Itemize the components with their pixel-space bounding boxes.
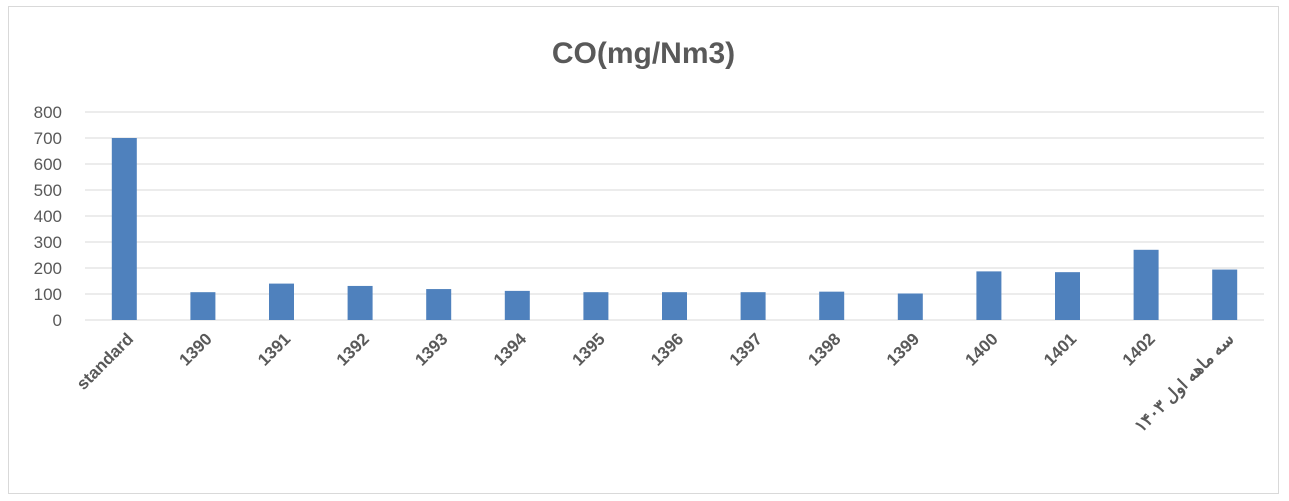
bar (976, 271, 1002, 320)
bar (269, 283, 294, 320)
bar (111, 138, 137, 320)
bar (740, 292, 766, 320)
bar (897, 293, 923, 320)
bar (426, 289, 452, 320)
y-tick-label: 500 (34, 181, 62, 200)
x-tick-label: 1394 (490, 329, 531, 370)
x-tick-label: 1391 (254, 329, 294, 369)
chart-title: CO(mg/Nm3) (551, 37, 736, 70)
y-tick-label: 100 (34, 285, 62, 304)
x-tick-label: 1401 (1040, 329, 1080, 369)
bar (583, 292, 609, 320)
bar (190, 292, 216, 320)
x-tick-label: 1398 (804, 329, 844, 369)
x-tick-label: 1390 (176, 329, 216, 369)
bar (819, 291, 845, 320)
y-tick-label: 800 (34, 103, 62, 122)
x-tick-label: standard (73, 329, 137, 393)
bar (662, 292, 687, 320)
y-tick-label: 700 (34, 129, 62, 148)
bar (1133, 249, 1159, 320)
x-tick-label: 1392 (333, 329, 373, 369)
x-tick-label: 1393 (411, 329, 451, 369)
x-tick-label: 1396 (647, 329, 687, 369)
x-tick-label: 1402 (1119, 329, 1159, 369)
y-tick-label: 300 (34, 233, 62, 252)
bar (1055, 272, 1080, 320)
x-tick-label: 1397 (726, 329, 766, 369)
y-tick-label: 600 (34, 155, 62, 174)
y-tick-label: 400 (34, 207, 62, 226)
x-tick-label: 1400 (962, 329, 1002, 369)
chart-area: CO(mg/Nm3) (8, 6, 1279, 494)
bar (347, 285, 373, 320)
y-tick-label: 200 (34, 259, 62, 278)
bar (504, 290, 530, 320)
bar (1212, 269, 1238, 320)
x-tick-label: 1399 (883, 329, 923, 369)
y-tick-label: 0 (53, 311, 62, 330)
x-tick-label: 1395 (569, 329, 609, 369)
